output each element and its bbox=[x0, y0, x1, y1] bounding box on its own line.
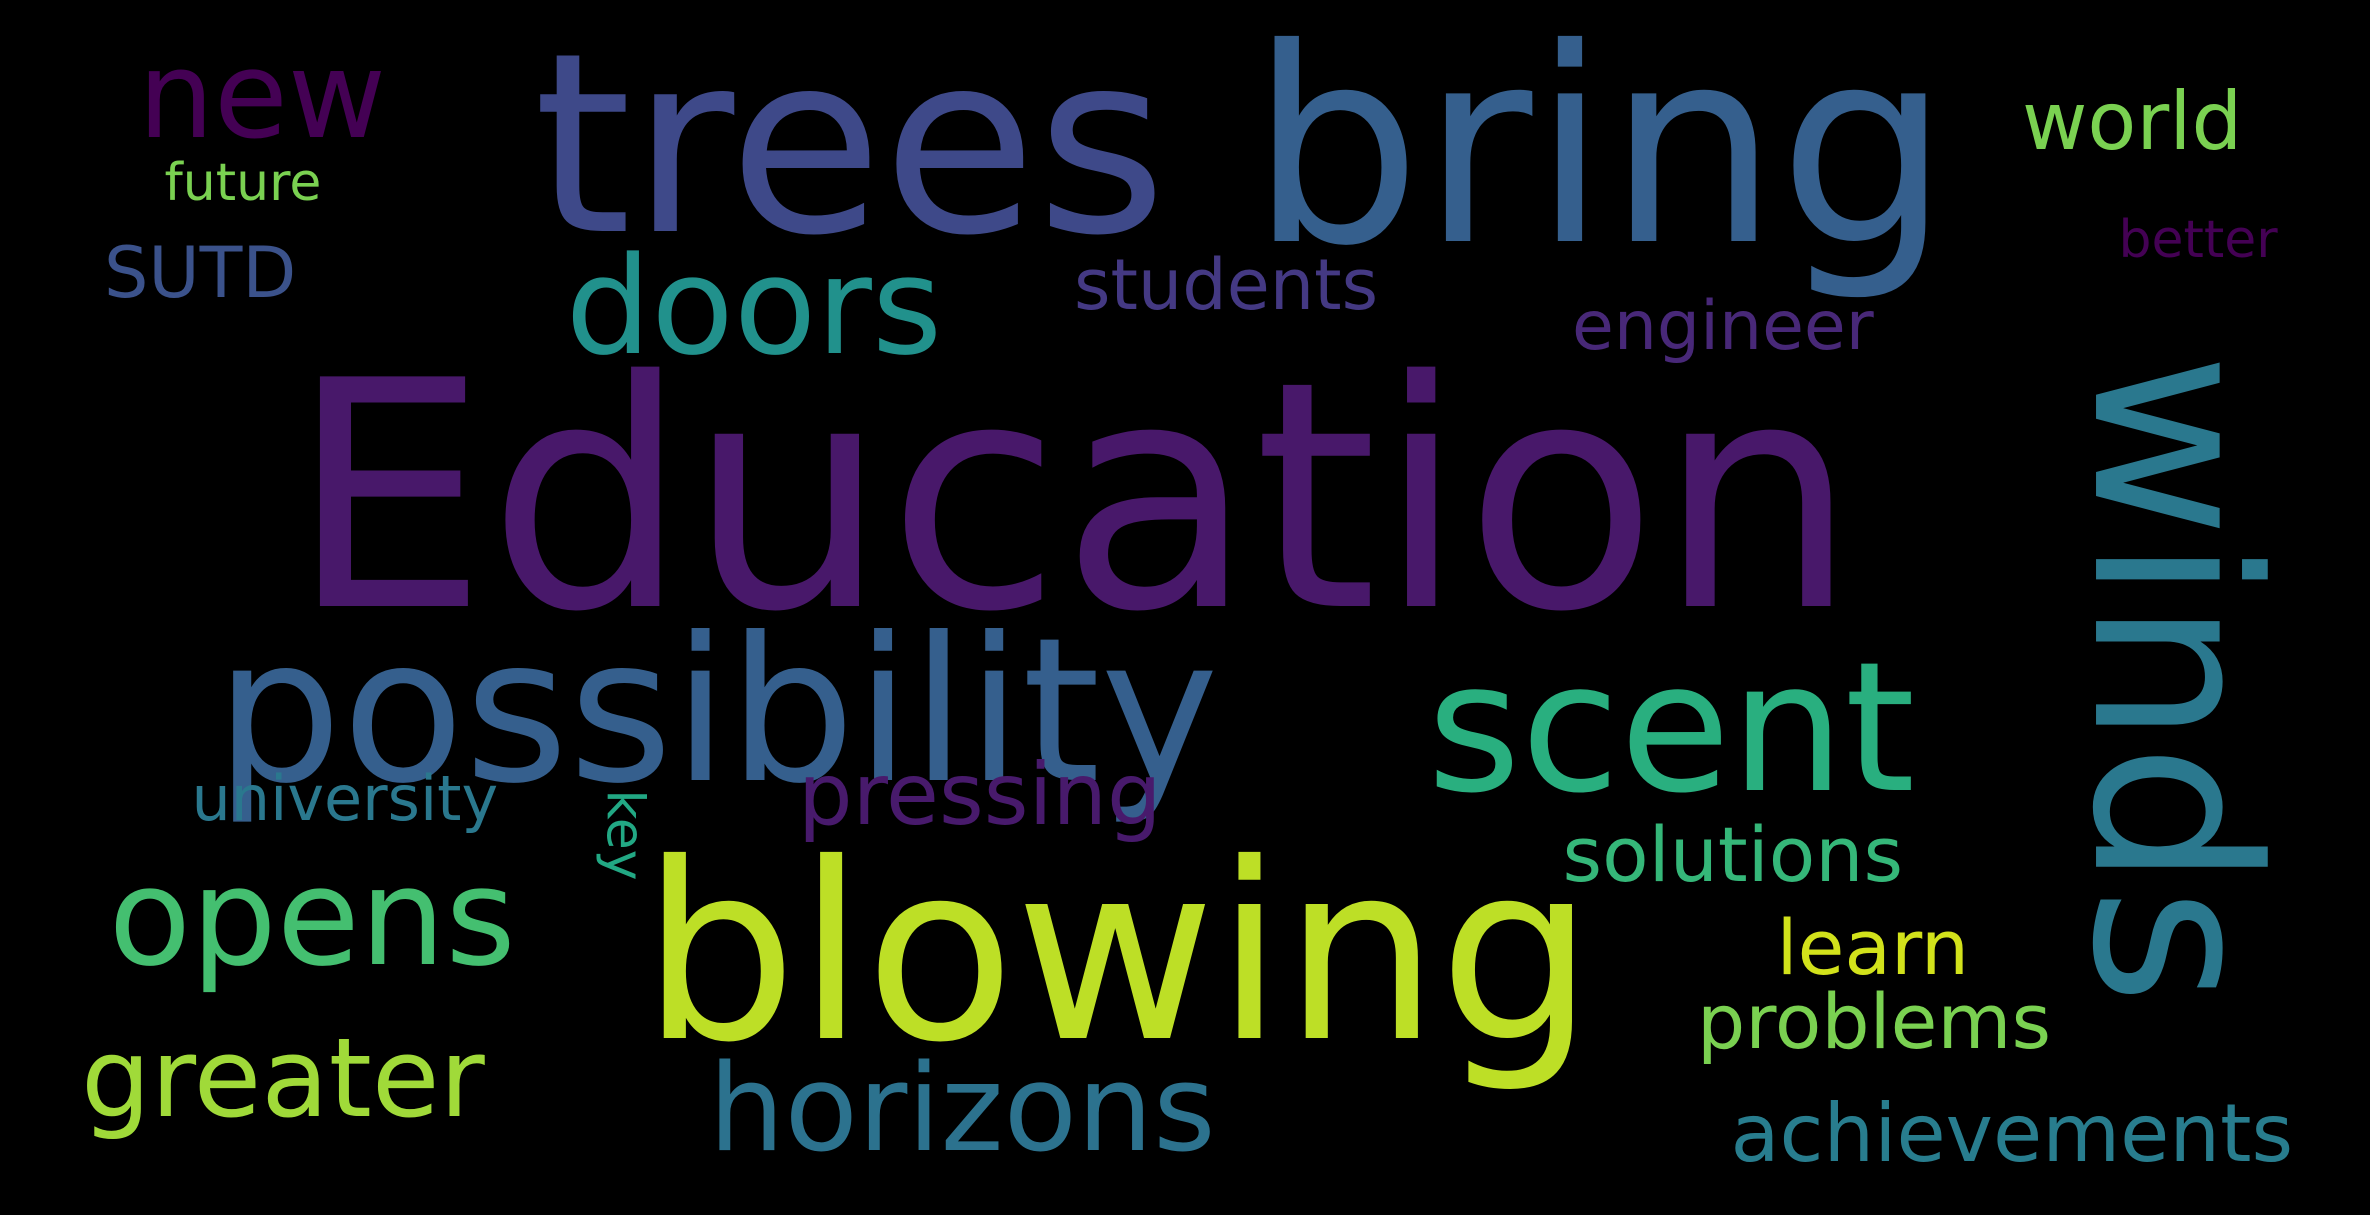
word-trees: trees bbox=[533, 0, 1167, 290]
word-better: better bbox=[2118, 210, 2278, 270]
word-university: university bbox=[191, 762, 499, 835]
word-students: students bbox=[1074, 244, 1379, 326]
word-solutions: solutions bbox=[1562, 810, 1904, 899]
word-sutd: SUTD bbox=[104, 232, 297, 314]
word-horizons: horizons bbox=[708, 1040, 1216, 1179]
word-future: future bbox=[164, 153, 322, 213]
word-winds: winds bbox=[2042, 352, 2306, 1006]
word-possibility: possibility bbox=[215, 595, 1219, 828]
word-engineer: engineer bbox=[1572, 287, 1874, 366]
word-achievements: achievements bbox=[1730, 1087, 2294, 1180]
word-world: world bbox=[2022, 75, 2243, 168]
word-opens: opens bbox=[108, 838, 516, 996]
word-blowing: blowing bbox=[641, 810, 1595, 1096]
word-bring: bring bbox=[1250, 0, 1950, 305]
word-scent: scent bbox=[1427, 624, 1916, 833]
word-greater: greater bbox=[81, 1014, 485, 1142]
word-education: Education bbox=[289, 314, 1858, 681]
word-doors: doors bbox=[565, 227, 943, 385]
word-pressing: pressing bbox=[798, 745, 1162, 845]
word-learn: learn bbox=[1776, 903, 1970, 992]
word-problems: problems bbox=[1697, 977, 2052, 1066]
word-new: new bbox=[138, 27, 387, 166]
